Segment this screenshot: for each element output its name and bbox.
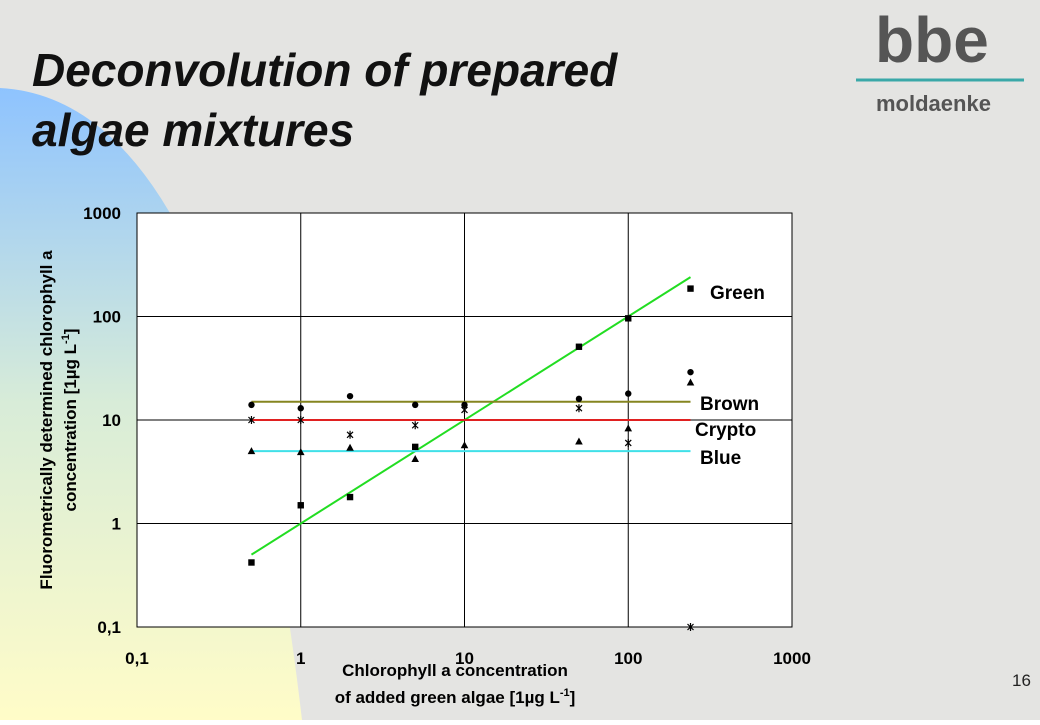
point — [248, 401, 255, 409]
point — [687, 285, 694, 292]
point — [248, 416, 255, 424]
slide-title: Deconvolution of prepared — [32, 44, 618, 96]
point — [687, 368, 694, 376]
point — [575, 437, 583, 445]
y-axis-label: Fluorometrically determined chlorophyll … — [37, 250, 56, 590]
point — [687, 623, 694, 631]
y-tick-label: 10 — [102, 411, 121, 430]
point — [412, 443, 419, 451]
point — [346, 493, 354, 501]
y-axis-label-text: Fluorometrically determined chlorophyll … — [37, 250, 56, 590]
logo: bbe — [875, 4, 989, 76]
page-number: 16 — [1012, 671, 1031, 690]
point — [625, 315, 632, 322]
point — [461, 401, 468, 409]
y-axis-label-text: ] — [61, 329, 80, 335]
x-tick-label: 10 — [455, 649, 474, 668]
logo-sub: moldaenke — [876, 91, 991, 116]
point — [460, 441, 469, 449]
point — [296, 448, 305, 456]
point — [248, 559, 255, 566]
point — [247, 447, 256, 455]
point — [625, 390, 632, 397]
point — [346, 392, 354, 400]
point — [575, 404, 583, 413]
x-tick-label: 1000 — [773, 649, 811, 668]
point — [461, 405, 468, 414]
point — [411, 454, 420, 462]
point — [624, 424, 633, 432]
y-tick-label: 1 — [112, 515, 121, 534]
fit-line — [250, 276, 692, 556]
point — [624, 438, 632, 447]
y-tick-label: 100 — [93, 308, 121, 327]
x-tick-label: 0,1 — [125, 649, 149, 668]
x-axis-label-text: of added green algae [1µg L — [335, 688, 560, 707]
point — [412, 401, 419, 409]
legend-label: Brown — [700, 394, 759, 415]
x-tick-label: 1 — [296, 649, 305, 668]
point — [575, 343, 583, 350]
point — [686, 378, 695, 386]
y-axis-label: concentration [1µg L-1] — [60, 329, 80, 512]
point — [297, 502, 304, 509]
x-axis-label-text: Chlorophyll a concentration — [342, 661, 568, 680]
x-axis-label-sup: -1 — [560, 687, 570, 699]
legend-label: Green — [710, 283, 765, 304]
slide-title: algae mixtures — [32, 104, 354, 156]
x-tick-label: 100 — [614, 649, 642, 668]
x-axis-label-text: ] — [570, 688, 576, 707]
legend-label: Blue — [700, 448, 741, 469]
point — [297, 405, 304, 412]
y-tick-label: 0,1 — [97, 618, 121, 637]
point — [346, 430, 354, 439]
legend-label: Crypto — [695, 420, 756, 441]
y-tick-label: 1000 — [83, 204, 121, 223]
x-axis-label: Chlorophyll a concentration — [342, 661, 568, 680]
point — [411, 421, 419, 430]
point — [575, 395, 583, 403]
x-axis-label: of added green algae [1µg L-1] — [335, 687, 576, 707]
point — [346, 443, 354, 451]
y-axis-label-sup: -1 — [60, 334, 72, 344]
y-axis-label-text: concentration [1µg L — [61, 344, 80, 512]
point — [297, 416, 305, 424]
